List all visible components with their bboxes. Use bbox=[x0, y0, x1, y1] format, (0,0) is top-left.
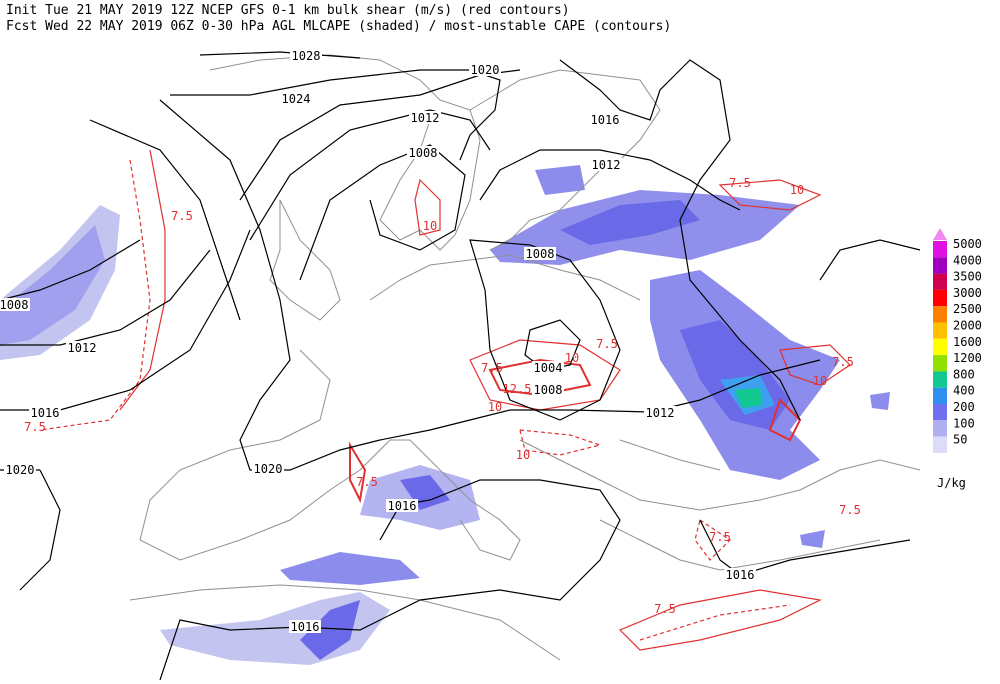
label-bg bbox=[0, 298, 30, 311]
header-line: Init Tue 21 MAY 2019 12Z NCEP GFS 0-1 km… bbox=[6, 3, 570, 18]
isobar-label: 1016 bbox=[591, 113, 620, 127]
legend-swatch bbox=[933, 241, 947, 258]
legend-label: 4000 bbox=[953, 253, 982, 267]
cape-shading bbox=[0, 165, 890, 665]
isobar-label: 1008 bbox=[409, 146, 438, 160]
isobar-label: 1012 bbox=[646, 406, 675, 420]
legend-swatch bbox=[933, 322, 947, 339]
isobar-label: 1028 bbox=[292, 49, 321, 63]
label-bg bbox=[29, 406, 61, 419]
shear-label: 7.5 bbox=[832, 355, 854, 369]
legend-label: 100 bbox=[953, 416, 975, 430]
isobar-label: 1008 bbox=[0, 298, 28, 312]
label-bg bbox=[589, 113, 621, 126]
legend-unit: J/kg bbox=[937, 476, 966, 490]
shear-label: 7.5 bbox=[596, 337, 618, 351]
legend-label: 800 bbox=[953, 367, 975, 381]
isobar-label: 1012 bbox=[68, 341, 97, 355]
legend-label: 50 bbox=[953, 433, 967, 447]
shear-label: 10 bbox=[516, 448, 530, 462]
legend-swatch bbox=[933, 404, 947, 421]
label-bg bbox=[532, 383, 564, 396]
isobar-label: 1020 bbox=[254, 462, 283, 476]
isobar-label: 1024 bbox=[282, 92, 311, 106]
legend-swatch bbox=[933, 371, 947, 388]
legend-label: 1200 bbox=[953, 351, 982, 365]
label-bg bbox=[252, 462, 284, 475]
shear-label: 10 bbox=[790, 183, 804, 197]
legend-swatch bbox=[933, 338, 947, 356]
isobar-label: 1012 bbox=[592, 158, 621, 172]
shear-label: 7.5 bbox=[481, 361, 503, 375]
legend-swatch bbox=[933, 257, 947, 274]
isobar-label: 1020 bbox=[471, 63, 500, 77]
legend-label: 3500 bbox=[953, 270, 982, 284]
label-bg bbox=[590, 158, 622, 171]
shear-label: 12.5 bbox=[503, 382, 532, 396]
label-bg bbox=[524, 247, 556, 260]
legend-label: 3000 bbox=[953, 286, 982, 300]
shear-contours bbox=[39, 149, 851, 651]
legend-swatch bbox=[933, 420, 947, 437]
label-bg bbox=[644, 406, 676, 419]
label-bg bbox=[280, 92, 312, 105]
shear-label: 7.5 bbox=[729, 176, 751, 190]
shear-label: 7.5 bbox=[839, 503, 861, 517]
isobar-label: 1012 bbox=[411, 111, 440, 125]
legend-swatch bbox=[933, 289, 947, 307]
label-bg bbox=[4, 463, 36, 476]
shear-label: 7.5 bbox=[654, 602, 676, 616]
legend-label: 2500 bbox=[953, 302, 982, 316]
isobar-label: 1016 bbox=[726, 568, 755, 582]
legend-label: 200 bbox=[953, 400, 975, 414]
label-bg bbox=[289, 620, 321, 633]
label-bg bbox=[469, 63, 501, 76]
label-bg bbox=[407, 146, 439, 159]
legend-label: 2000 bbox=[953, 319, 982, 333]
legend-swatch bbox=[933, 273, 947, 290]
label-bg bbox=[290, 49, 322, 62]
isobar-label: 1004 bbox=[534, 361, 563, 375]
shear-label: 7.5 bbox=[24, 420, 46, 434]
shear-label: 10 bbox=[813, 374, 827, 388]
legend-swatch bbox=[933, 306, 947, 323]
shear-label: 10 bbox=[488, 400, 502, 414]
isobar-label: 1008 bbox=[534, 383, 563, 397]
header-line: Fcst Wed 22 MAY 2019 06Z 0-30 hPa AGL ML… bbox=[6, 19, 671, 34]
isobars bbox=[0, 51, 921, 681]
coastlines bbox=[129, 54, 921, 661]
isobar-label: 1016 bbox=[31, 406, 60, 420]
shear-label: 10 bbox=[565, 351, 579, 365]
shear-label: 7.5 bbox=[171, 209, 193, 223]
legend-swatch bbox=[933, 355, 947, 372]
label-bg bbox=[409, 111, 441, 124]
legend-label: 1600 bbox=[953, 335, 982, 349]
shear-label: 7.5 bbox=[709, 530, 731, 544]
label-bg bbox=[66, 341, 98, 354]
isobar-label: 1016 bbox=[291, 620, 320, 634]
shear-label: 7.5 bbox=[356, 475, 378, 489]
label-bg bbox=[386, 499, 418, 512]
label-bg bbox=[532, 361, 564, 374]
legend-label: 5000 bbox=[953, 237, 982, 251]
legend-arrow bbox=[933, 228, 947, 240]
isobar-label: 1016 bbox=[388, 499, 417, 513]
legend-label: 400 bbox=[953, 384, 975, 398]
shear-label: 10 bbox=[423, 219, 437, 233]
isobar-label: 1020 bbox=[6, 463, 35, 477]
label-bg bbox=[724, 568, 756, 581]
isobar-label: 1008 bbox=[526, 247, 555, 261]
legend-swatch bbox=[933, 387, 947, 404]
legend-swatch bbox=[933, 436, 947, 453]
